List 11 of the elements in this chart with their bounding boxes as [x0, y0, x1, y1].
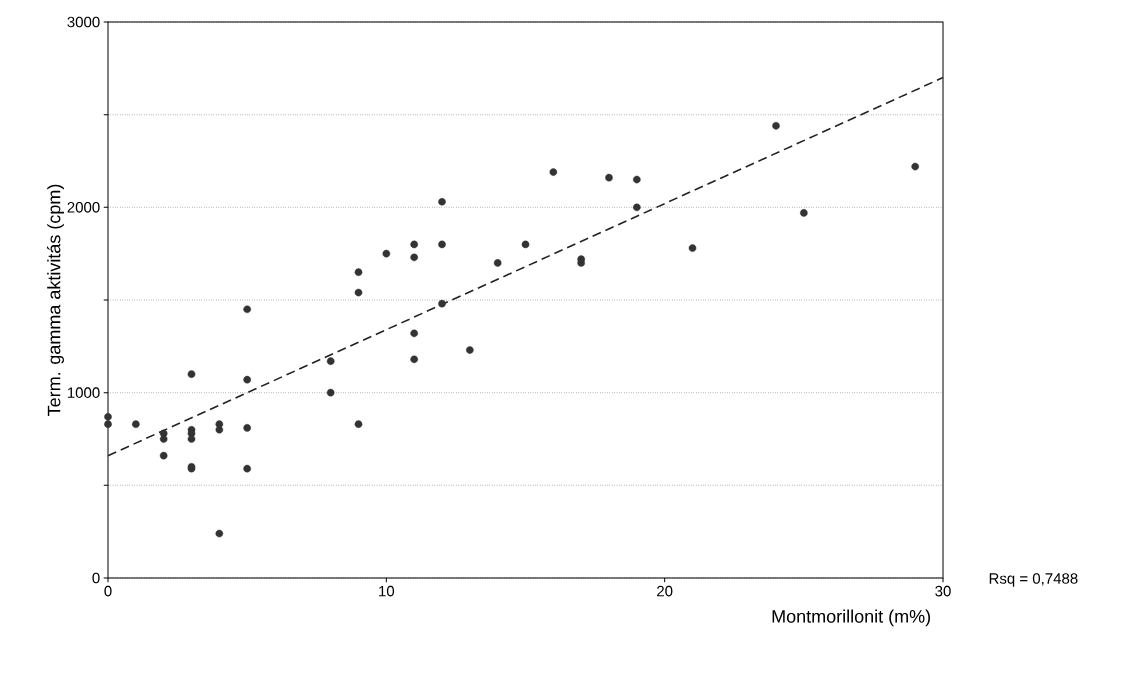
- x-tick-label: 10: [379, 585, 395, 597]
- y-tick-label: 0: [92, 572, 100, 584]
- x-tick-label: 20: [657, 585, 673, 597]
- y-tick-label: 1000: [67, 387, 100, 398]
- y-axis-title: Term. gamma aktivitás (cpm): [46, 184, 64, 416]
- text: Rsq = 0,7488: [989, 573, 1078, 587]
- y-tick-label: 3000: [67, 16, 100, 28]
- x-tick-label: 30: [935, 585, 951, 597]
- x-axis-title: Montmorillonit (m%): [772, 609, 931, 627]
- x-tick-label: 0: [104, 585, 112, 597]
- y-tick-label: 2000: [67, 202, 100, 213]
